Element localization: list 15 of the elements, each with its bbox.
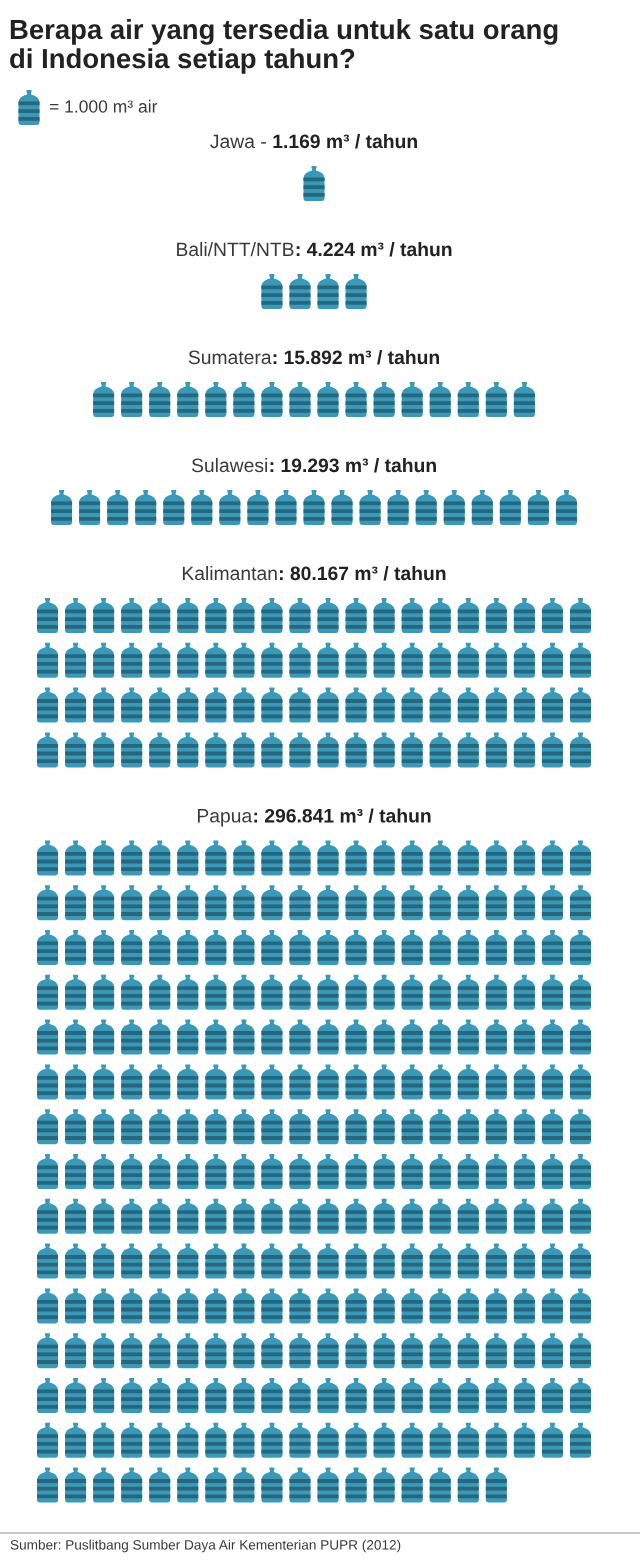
category-label: Jawa - <box>210 134 266 149</box>
data-label: 1.169 m³ / tahun <box>273 134 417 149</box>
data-label: : 4.224 m³ / tahun <box>296 242 452 257</box>
category-label: Kalimantan <box>182 566 277 581</box>
text: = 1.000 m³ air <box>49 99 158 113</box>
category-label: Sumatera <box>188 350 272 365</box>
data-label: : 19.293 m³ / tahun <box>270 458 436 473</box>
category-label: Papua <box>197 809 253 827</box>
data-label: : 80.167 m³ / tahun <box>280 566 446 581</box>
data-label: : 15.892 m³ / tahun <box>273 350 439 365</box>
text: Sumber: Puslitbang Sumber Daya Air Kementerian PUPR (2012) <box>10 1539 401 1553</box>
text: Berapa air yang tersedia untuk satu orang di Indonesia setiap tahun? <box>10 19 558 74</box>
data-label: : 296.841 m³ / tahun <box>254 808 431 823</box>
category-label: Bali/NTT/NTB <box>177 242 294 257</box>
category-label: Sulawesi <box>191 458 268 473</box>
